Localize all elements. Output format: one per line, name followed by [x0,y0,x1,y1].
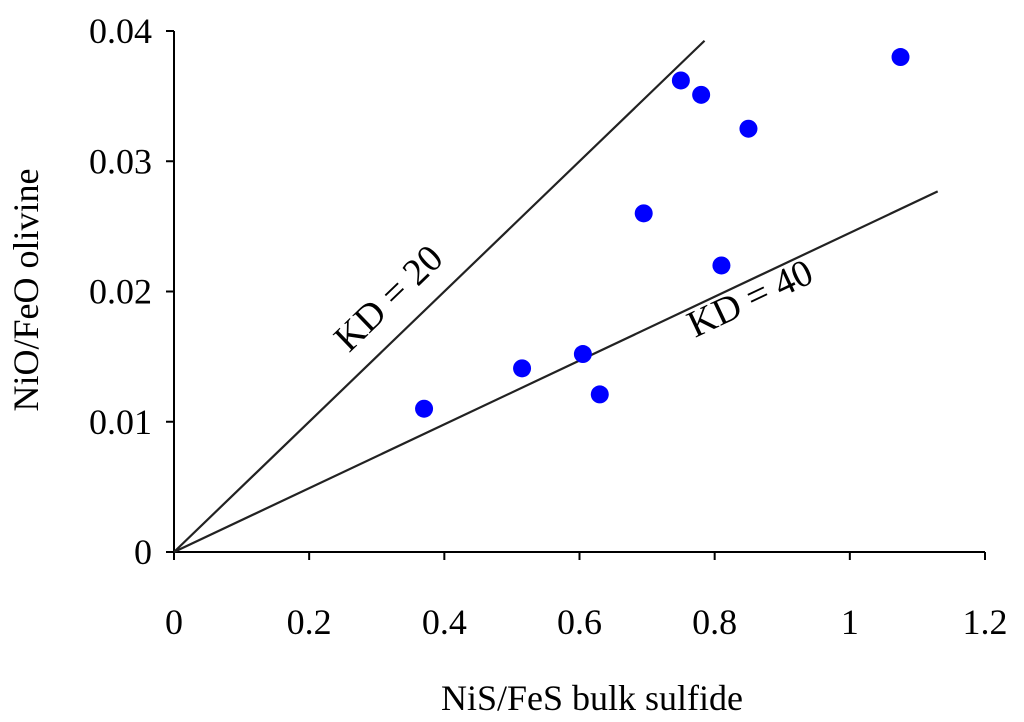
y-tick-label: 0.02 [89,272,152,312]
data-point [415,399,434,418]
reference-line-kd-40 [173,190,939,553]
data-point [712,256,731,275]
kd-20-label: KD = 20 [326,237,451,360]
data-points [415,48,910,418]
data-point [891,48,910,67]
x-tick-label: 0.4 [422,602,467,642]
y-tick-label: 0.01 [89,402,152,442]
data-point [634,204,653,223]
data-point [590,385,609,404]
reference-lines: KD = 20 KD = 40 [173,39,939,553]
data-point [573,345,592,364]
data-point [739,119,758,138]
y-axis-label: NiO/FeO olivine [6,169,46,412]
axes: 0 0.01 0.02 0.03 0.04 0 0.2 0.4 0.6 0.8 1 1.2 [89,11,1008,642]
y-tick-label: 0.04 [89,11,152,51]
x-axis-label: NiS/FeS bulk sulfide [441,678,743,718]
data-point [513,359,532,378]
y-tick-label: 0.03 [89,141,152,181]
x-tick-label: 0.6 [557,602,602,642]
x-tick-label: 0 [165,602,183,642]
x-tick-label: 0.8 [692,602,737,642]
data-point [692,85,711,104]
kd-40-label: KD = 40 [681,251,819,346]
reference-line-kd-20 [173,39,706,553]
x-tick-label: 1.2 [963,602,1008,642]
x-tick-label: 1 [841,602,859,642]
data-point [671,71,690,90]
y-tick-label: 0 [134,532,152,572]
x-tick-label: 0.2 [287,602,332,642]
